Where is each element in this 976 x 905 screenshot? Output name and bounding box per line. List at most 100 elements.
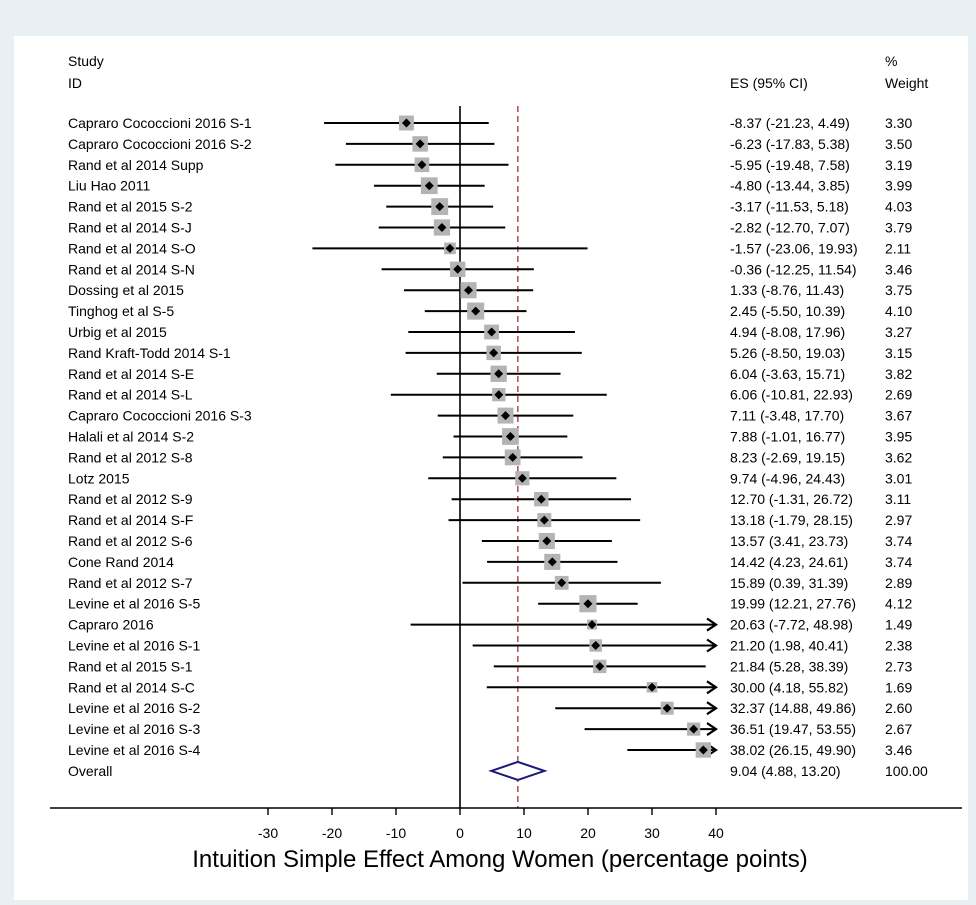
weight-value: 2.69 xyxy=(885,387,912,403)
x-axis: -30 -20 -10 0 10 20 30 40 xyxy=(50,807,962,841)
es-ci-value: 21.84 (5.28, 38.39) xyxy=(730,658,848,674)
es-ci-value: 15.89 (0.39, 31.39) xyxy=(730,575,848,591)
study-row: Rand et al 2014 S-E 6.04 (-3.63, 15.71) 3.… xyxy=(68,365,912,382)
point-estimate xyxy=(591,641,601,650)
study-label: Rand et al 2012 S-8 xyxy=(68,449,193,465)
study-row: Rand et al 2012 S-8 8.23 (-2.69, 19.15) 3.… xyxy=(68,449,912,465)
header-weight: Weight xyxy=(885,75,928,91)
point-estimate xyxy=(583,599,593,609)
study-row: Cone Rand 2014 14.42 (4.23, 24.61) 3.74 xyxy=(68,553,912,570)
study-row: Rand et al 2015 S-2 -3.17 (-11.53, 5.18) 4… xyxy=(68,198,912,216)
es-ci-value: -4.80 (-13.44, 3.85) xyxy=(730,178,850,194)
weight-value: 3.79 xyxy=(885,220,912,236)
x-tick-label: 40 xyxy=(708,825,724,841)
weight-value: 3.74 xyxy=(885,554,912,570)
weight-value: 3.82 xyxy=(885,366,912,382)
point-estimate xyxy=(539,515,549,525)
point-estimate xyxy=(494,390,504,400)
plot-panel xyxy=(14,36,968,900)
header-study: Study xyxy=(68,53,104,69)
es-ci-value: -3.17 (-11.53, 5.18) xyxy=(730,199,849,215)
study-row: Rand et al 2012 S-7 15.89 (0.39, 31.39) 2.… xyxy=(68,575,912,591)
point-estimate xyxy=(662,703,672,713)
overall-weight: 100.00 xyxy=(885,763,928,779)
ci-arrow-right xyxy=(706,722,718,737)
study-row: Levine et al 2016 S-4 38.02 (26.15, 49.90… xyxy=(68,742,912,758)
study-row: Tinghog et al S-5 2.45 (-5.50, 10.39) 4.10 xyxy=(68,302,912,320)
study-label: Rand et al 2015 S-2 xyxy=(68,199,193,215)
weight-value: 3.01 xyxy=(885,470,912,486)
overall-es-ci: 9.04 (4.88, 13.20) xyxy=(730,763,841,779)
weight-value: 2.97 xyxy=(885,512,912,528)
weight-value: 3.50 xyxy=(885,136,912,152)
es-ci-value: 32.37 (14.88, 49.86) xyxy=(730,700,856,716)
point-estimate xyxy=(417,160,427,170)
weight-value: 4.10 xyxy=(885,303,912,319)
weight-value: 2.89 xyxy=(885,575,912,591)
x-tick-label: 30 xyxy=(644,825,660,841)
study-row: Urbig et al 2015 4.94 (-8.08, 17.96) 3.27 xyxy=(68,324,912,340)
es-ci-value: 5.26 (-8.50, 19.03) xyxy=(730,345,845,361)
es-ci-value: 13.57 (3.41, 23.73) xyxy=(730,533,848,549)
weight-value: 3.46 xyxy=(885,742,912,758)
weight-value: 3.15 xyxy=(885,345,912,361)
x-tick-label: -10 xyxy=(386,825,406,841)
point-estimate xyxy=(595,661,605,671)
study-label: Capraro 2016 xyxy=(68,617,154,633)
point-estimate xyxy=(487,327,497,337)
study-label: Rand et al 2012 S-6 xyxy=(68,533,193,549)
study-label: Rand et al 2014 S-N xyxy=(68,261,195,277)
point-estimate xyxy=(437,223,447,232)
point-estimate xyxy=(647,682,657,692)
study-label: Liu Hao 2011 xyxy=(68,178,150,194)
es-ci-value: -5.95 (-19.48, 7.58) xyxy=(730,157,850,173)
weight-value: 3.27 xyxy=(885,324,912,340)
point-estimate xyxy=(689,724,699,734)
header-weight-pct: % xyxy=(885,53,897,69)
es-ci-value: 9.74 (-4.96, 24.43) xyxy=(730,470,845,486)
study-label: Rand Kraft-Todd 2014 S-1 xyxy=(68,345,231,361)
point-estimate xyxy=(508,452,518,462)
es-ci-value: 8.23 (-2.69, 19.15) xyxy=(730,449,845,465)
point-estimate xyxy=(536,494,546,504)
weight-value: 4.03 xyxy=(885,199,912,215)
weight-value: 3.46 xyxy=(885,261,912,277)
point-estimate xyxy=(517,473,527,483)
es-ci-value: 14.42 (4.23, 24.61) xyxy=(730,554,848,570)
point-estimate xyxy=(435,202,445,212)
es-ci-value: -6.23 (-17.83, 5.38) xyxy=(730,136,850,152)
header-es: ES (95% CI) xyxy=(730,75,808,91)
es-ci-value: 20.63 (-7.72, 48.98) xyxy=(730,617,853,633)
es-ci-value: 30.00 (4.18, 55.82) xyxy=(730,679,848,695)
point-estimate xyxy=(401,118,411,128)
study-label: Levine et al 2016 S-4 xyxy=(68,742,201,758)
es-ci-value: 36.51 (19.47, 53.55) xyxy=(730,721,856,737)
study-label: Rand et al 2014 S-F xyxy=(68,512,193,528)
weight-value: 2.73 xyxy=(885,658,912,674)
point-estimate xyxy=(415,139,425,149)
point-estimate xyxy=(471,306,481,316)
es-ci-value: 1.33 (-8.76, 11.43) xyxy=(730,282,844,298)
study-label: Levine et al 2016 S-5 xyxy=(68,596,201,612)
study-row: Rand et al 2014 S-L 6.06 (-10.81, 22.93) 2… xyxy=(68,387,912,403)
study-label: Levine et al 2016 S-3 xyxy=(68,721,201,737)
es-ci-value: 6.04 (-3.63, 15.71) xyxy=(730,366,845,382)
study-label: Rand et al 2012 S-9 xyxy=(68,491,193,507)
study-row: Dossing et al 2015 1.33 (-8.76, 11.43) 3.7… xyxy=(68,282,912,299)
study-row: Rand et al 2014 S-O -1.57 (-23.06, 19.93)… xyxy=(68,240,911,256)
es-ci-value: 7.88 (-1.01, 16.77) xyxy=(730,429,845,445)
study-row: Rand et al 2014 S-F 13.18 (-1.79, 28.15) 2… xyxy=(68,512,912,528)
study-row: Levine et al 2016 S-1 21.20 (1.98, 40.41)… xyxy=(68,638,912,654)
study-row: Capraro Cococcioni 2016 S-1 -8.37 (-21.23… xyxy=(68,115,912,131)
study-label: Halali et al 2014 S-2 xyxy=(68,429,194,445)
point-estimate xyxy=(494,369,504,379)
study-row: Capraro 2016 20.63 (-7.72, 48.98) 1.49 xyxy=(68,617,912,633)
es-ci-value: -0.36 (-12.25, 11.54) xyxy=(730,261,857,277)
weight-value: 3.30 xyxy=(885,115,912,131)
study-label: Rand et al 2014 S-O xyxy=(68,240,196,256)
overall-label: Overall xyxy=(68,763,112,779)
study-label: Capraro Cococcioni 2016 S-2 xyxy=(68,136,252,152)
es-ci-value: 2.45 (-5.50, 10.39) xyxy=(730,303,845,319)
study-row: Liu Hao 2011 -4.80 (-13.44, 3.85) 3.99 xyxy=(68,177,912,195)
